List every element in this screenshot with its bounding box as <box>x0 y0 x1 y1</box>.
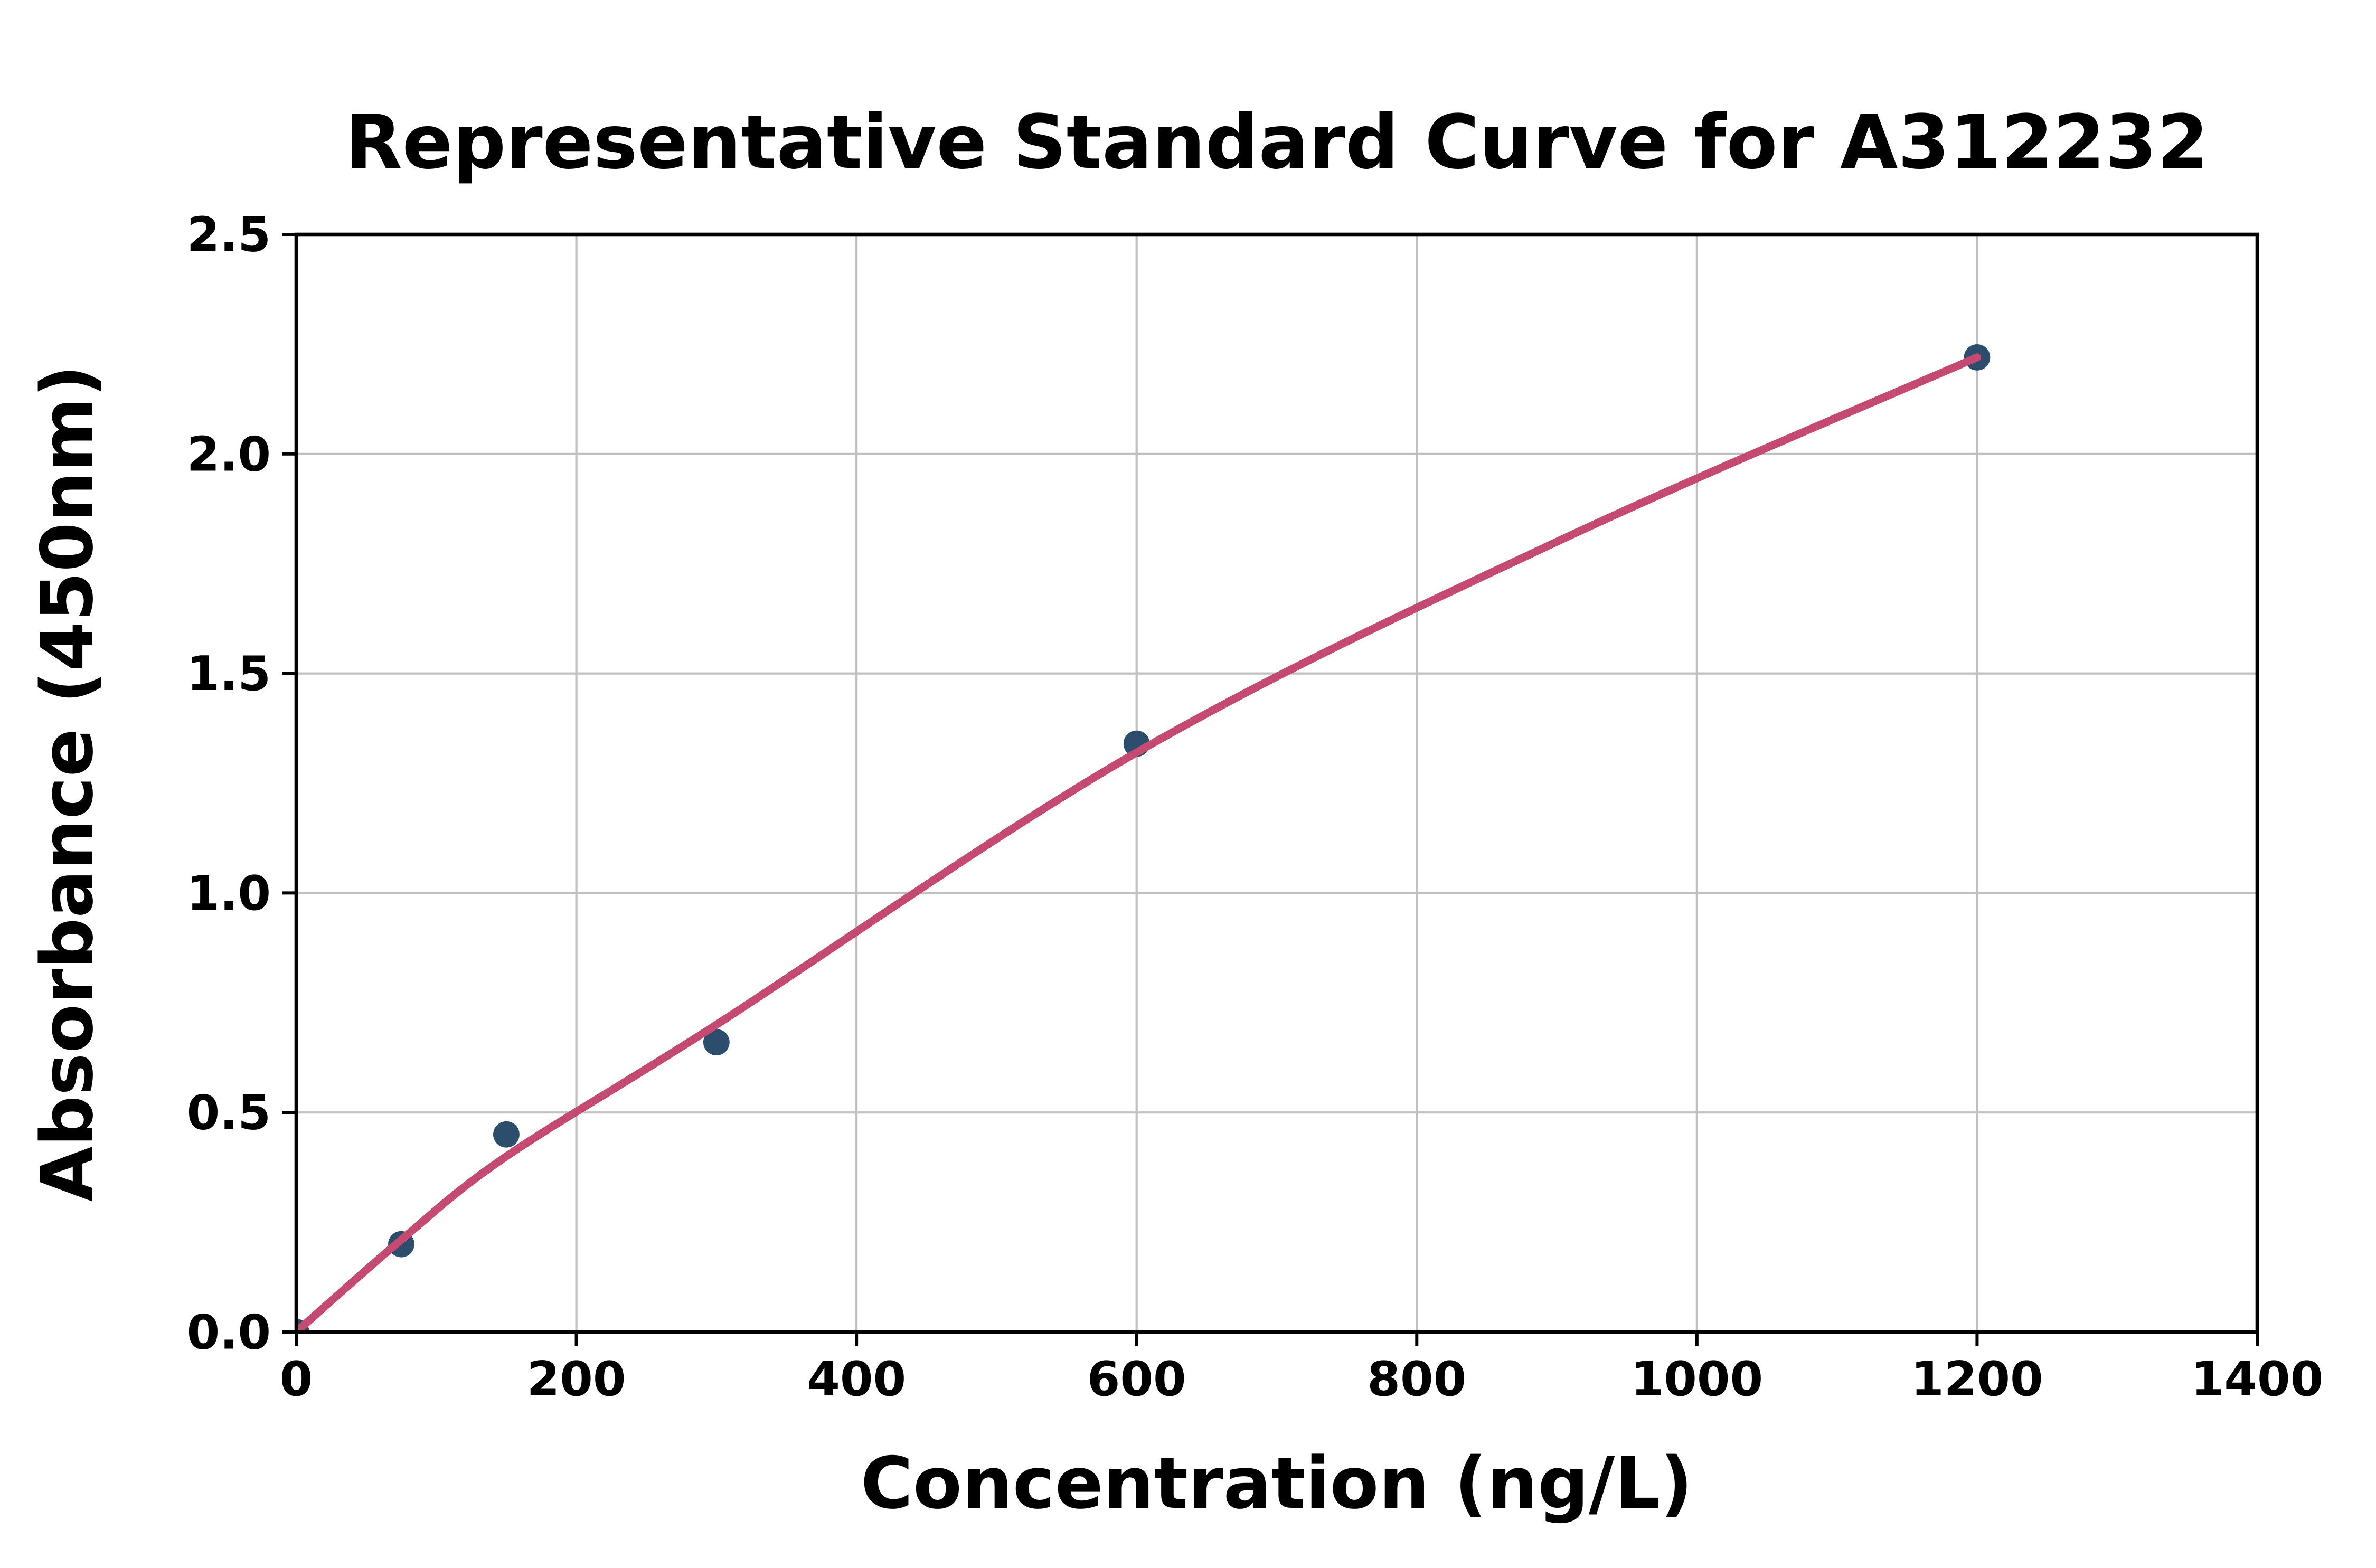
fitted-curve <box>296 353 1981 1332</box>
x-tick-label: 200 <box>527 1352 626 1407</box>
x-tick-label: 1400 <box>2191 1352 2324 1407</box>
y-tick-label: 0.5 <box>187 1085 271 1141</box>
y-tick-label: 2.5 <box>187 207 271 263</box>
x-tick-label: 800 <box>1367 1352 1466 1407</box>
y-axis-label: Absorbance (450nm) <box>26 365 109 1202</box>
y-tick-label: 0.0 <box>187 1305 271 1361</box>
series-layer <box>296 344 1991 1332</box>
plot-border <box>294 232 2259 1334</box>
y-tick-label: 2.0 <box>187 427 271 482</box>
x-tick-label: 1000 <box>1631 1352 1764 1407</box>
axis-layer: 0 200 400 600 800 1000 1200 1400 0.0 0.5 1.0 1.5 2.0… <box>187 207 2324 1407</box>
data-point <box>493 1121 520 1148</box>
label-layer: Representative Standard Curve for A31223… <box>26 99 2209 1525</box>
x-tick-label: 0 <box>280 1352 313 1407</box>
x-axis-label: Concentration (ng/L) <box>861 1442 1693 1525</box>
chart-title: Representative Standard Curve for A31223… <box>345 99 2209 186</box>
grid-layer <box>295 233 2259 1334</box>
x-tick-label: 400 <box>807 1352 906 1407</box>
x-tick-label: 600 <box>1087 1352 1186 1407</box>
y-tick-label: 1.0 <box>187 866 271 921</box>
data-point <box>703 1029 730 1056</box>
x-tick-label: 1200 <box>1911 1352 2043 1407</box>
y-tick-label: 1.5 <box>187 646 271 702</box>
